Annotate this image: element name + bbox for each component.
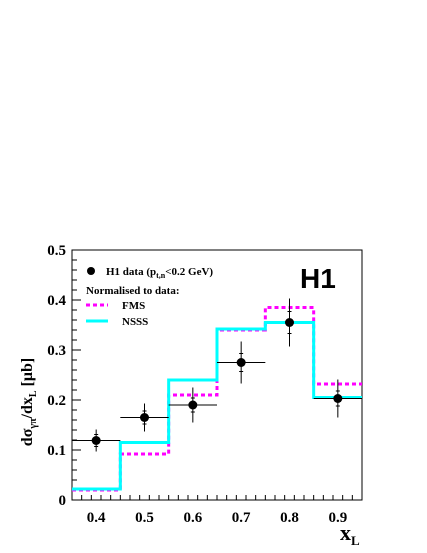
x-tick-label: 0.5	[135, 510, 154, 526]
series-nsss-line	[72, 321, 362, 491]
legend-data-marker	[87, 267, 95, 275]
y-tick-label: 0.4	[47, 293, 66, 309]
legend-data-label-sub: t,n	[156, 271, 166, 280]
legend-data-label-prefix: H1 data (p	[106, 266, 156, 278]
y-axis-label-sub2: L	[28, 390, 39, 397]
data-point	[236, 358, 246, 367]
legend-data-label: H1 data (pt,n<0.2 GeV)	[106, 266, 213, 280]
y-axis-label: dσγπ/dxL [μb]	[19, 358, 39, 446]
data-point	[91, 436, 101, 445]
data-point	[285, 318, 294, 327]
y-axis-label-d: dσ	[19, 428, 36, 446]
x-tick-label: 0.7	[232, 510, 251, 526]
x-tick-label: 0.8	[280, 510, 299, 526]
x-tick-label: 0.4	[87, 510, 106, 526]
plot-area: 0.4 0.5 0.6 0.7 0.8 0.9 0 0.1 0.2 0.3 0.4 0.5	[47, 243, 363, 526]
data-point	[333, 394, 343, 403]
x-tick-label: 0.6	[183, 510, 202, 526]
y-tick-label: 0.3	[47, 343, 66, 359]
y-tick-label: 0.2	[47, 393, 66, 409]
data-point	[140, 413, 149, 422]
y-axis-label-mid: /dx	[19, 397, 36, 419]
x-axis-label: xL	[340, 520, 360, 548]
legend-data-label-suffix: <0.2 GeV)	[165, 266, 213, 278]
legend-nsss-label: NSSS	[122, 316, 148, 328]
y-axis-label-unit: [μb]	[19, 358, 36, 391]
legend-fms-label: FMS	[122, 300, 145, 312]
y-axis-label-sub1: γπ	[28, 418, 39, 430]
y-tick-label: 0	[59, 493, 67, 509]
y-tick-label: 0.5	[47, 243, 66, 259]
legend-header: Normalised to data:	[86, 285, 180, 297]
data-point	[188, 400, 198, 410]
x-tick-label: 0.9	[328, 510, 347, 526]
y-tick-label: 0.1	[47, 443, 66, 459]
x-axis-label-main: x	[340, 520, 351, 545]
legend: H1 data (pt,n<0.2 GeV) Normalised to dat…	[86, 266, 213, 328]
experiment-mark: H1	[300, 263, 336, 294]
x-axis-label-sub: L	[351, 533, 360, 548]
